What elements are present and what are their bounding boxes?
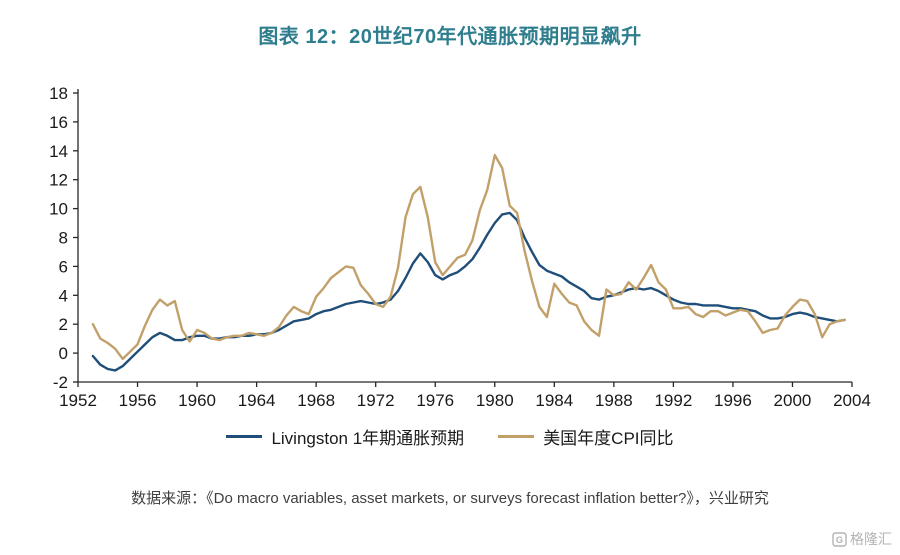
legend-item-cpi: 美国年度CPI同比 <box>498 424 674 449</box>
y-tick-label: 0 <box>59 344 68 363</box>
watermark-text: 格隆汇 <box>850 531 892 547</box>
x-tick-label: 1964 <box>238 391 276 408</box>
x-tick-label: 2004 <box>833 391 871 408</box>
legend-item-livingston: Livingston 1年期通胀预期 <box>226 424 464 449</box>
x-tick-label: 1992 <box>654 391 692 408</box>
line-chart: -2 0 2 4 6 8 10 12 14 16 18 1952 1956 1960 1964 1968 197… <box>49 84 871 408</box>
legend-label-livingston: Livingston 1年期通胀预期 <box>271 429 465 448</box>
legend-swatch-cpi <box>498 435 535 438</box>
y-tick-label: 18 <box>49 84 68 103</box>
x-tick-label: 1952 <box>59 391 97 408</box>
y-tick-label: 10 <box>49 200 68 219</box>
watermark: G 格隆汇 <box>832 529 892 549</box>
x-tick-label: 1968 <box>297 391 335 408</box>
y-tick-label: 14 <box>49 142 68 161</box>
chart-legend: Livingston 1年期通胀预期 美国年度CPI同比 <box>0 424 900 449</box>
x-tick-label: 2000 <box>774 391 812 408</box>
gelonghui-logo-icon: G <box>832 531 847 547</box>
x-tick-label: 1976 <box>416 391 454 408</box>
chart-title: 图表 12：20世纪70年代通胀预期明显飙升 <box>258 26 642 48</box>
x-tick-label: 1956 <box>119 391 157 408</box>
x-tick-label: 1980 <box>476 391 514 408</box>
series-line-cpi <box>91 153 846 361</box>
x-tick-label: 1988 <box>595 391 633 408</box>
y-tick-label: 6 <box>59 257 68 276</box>
legend-swatch-livingston <box>226 435 263 438</box>
x-tick-label: 1960 <box>178 391 216 408</box>
x-tick-label: 1984 <box>535 391 573 408</box>
y-tick-label: 16 <box>49 113 68 132</box>
y-tick-label: 4 <box>59 286 68 305</box>
legend-label-cpi: 美国年度CPI同比 <box>543 429 674 448</box>
svg-text:G: G <box>836 535 843 546</box>
y-tick-label: -2 <box>53 373 68 392</box>
y-tick-label: 2 <box>59 315 68 334</box>
x-tick-label: 1972 <box>357 391 395 408</box>
y-tick-label: 12 <box>49 171 68 190</box>
source-note: 数据来源：《Do macro variables, asset markets,… <box>131 490 769 507</box>
x-tick-label: 1996 <box>714 391 752 408</box>
series-line-livingston <box>91 211 846 372</box>
y-tick-label: 8 <box>59 229 68 248</box>
